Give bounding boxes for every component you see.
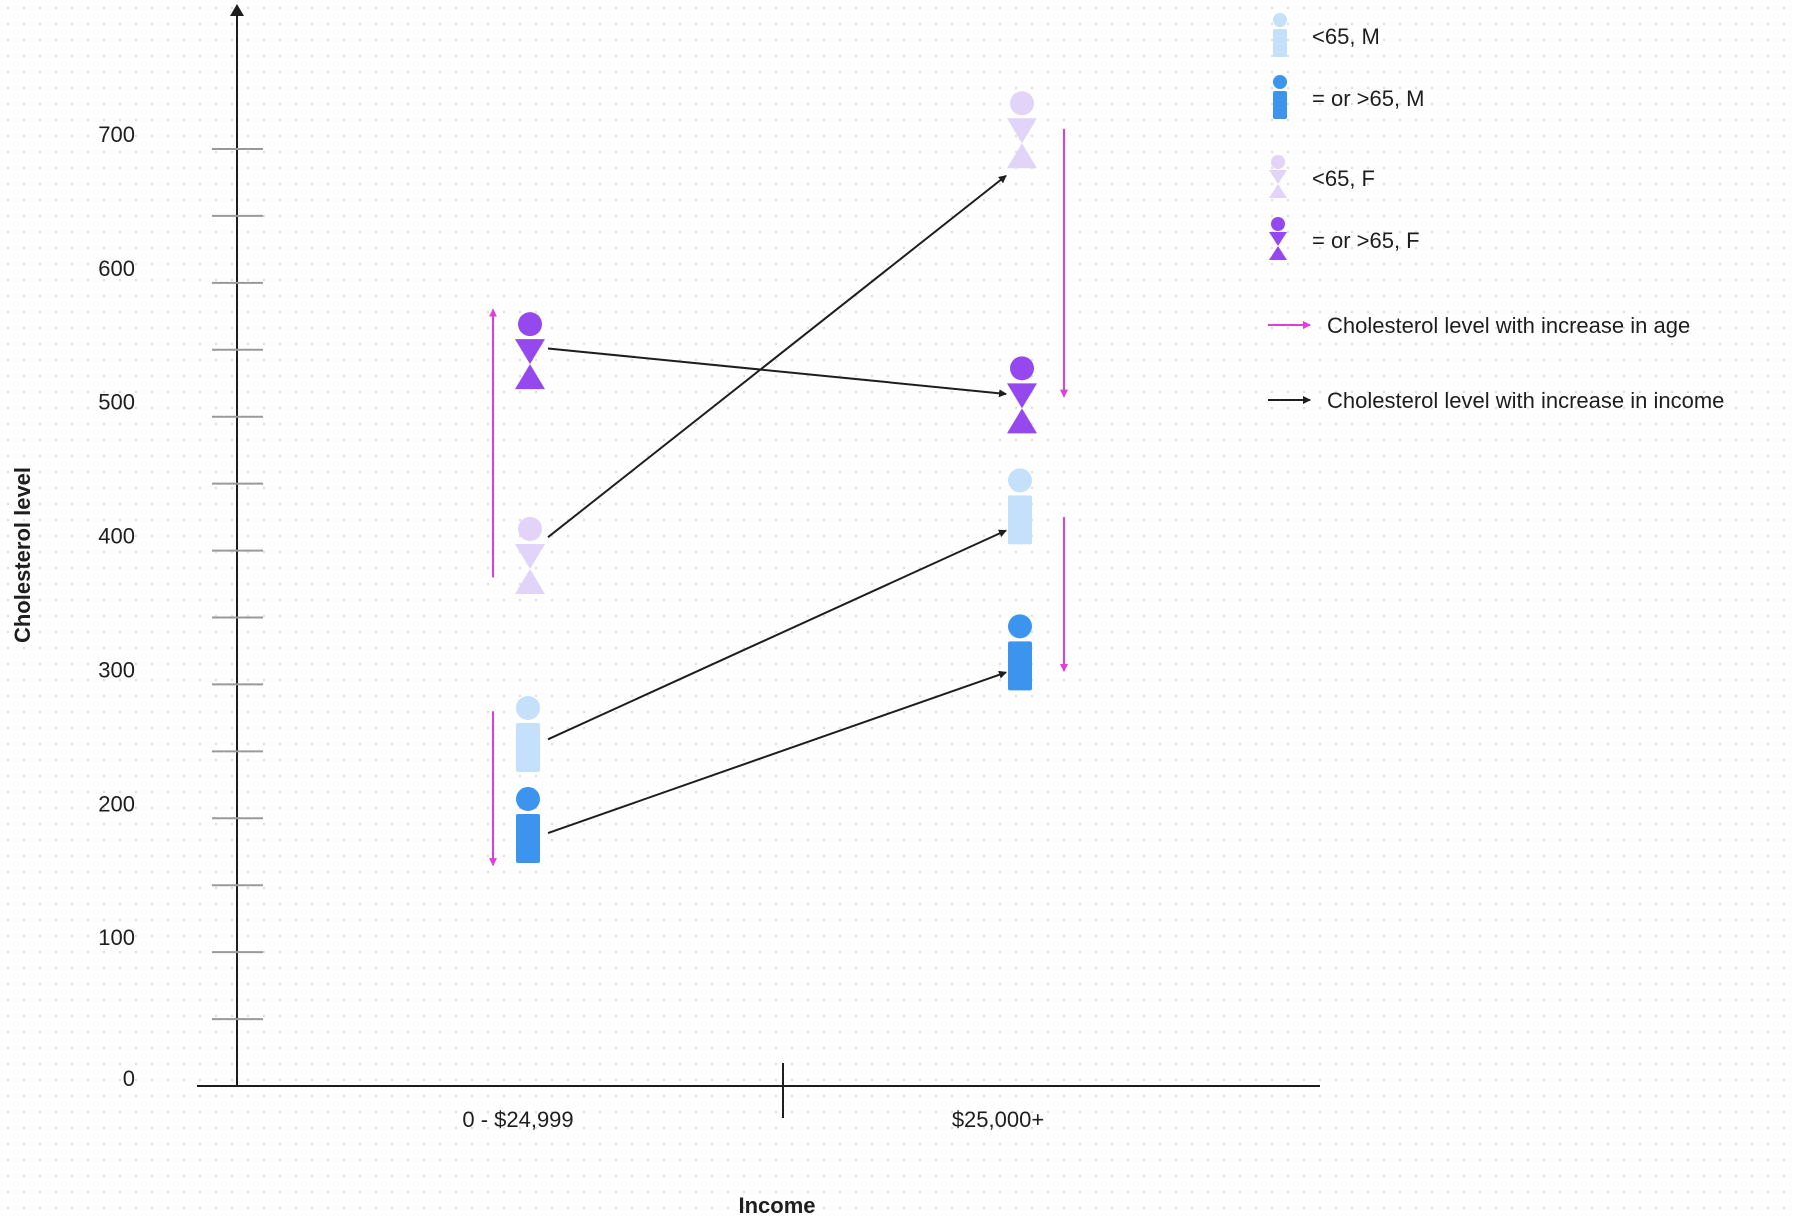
data-markers [515, 91, 1037, 863]
legend-male-icon [1273, 13, 1287, 57]
x-tick-labels: 0 - $24,999 $25,000+ [462, 1107, 1044, 1132]
legend-label: = or >65, M [1312, 86, 1425, 111]
legend-head [1271, 155, 1285, 169]
female-upper [1007, 383, 1037, 409]
y-minor-ticks [212, 148, 263, 1021]
male-head [516, 695, 540, 720]
female-head [1010, 356, 1034, 381]
y-tick-labels: 0 100 200 300 400 500 600 700 [98, 122, 135, 1091]
income-arrow [547, 670, 1007, 834]
legend-upper [1269, 232, 1287, 246]
male-body [516, 722, 540, 772]
male-body [1008, 641, 1032, 691]
female-head [518, 312, 542, 337]
y-tick-label: 400 [98, 524, 135, 549]
x-axis-label: Income [738, 1193, 815, 1218]
legend-label: <65, M [1312, 24, 1380, 49]
legend-head [1271, 217, 1285, 231]
legend-head [1273, 13, 1287, 27]
axes: 0 100 200 300 400 500 600 700 0 - $24,999 $25,00… [10, 4, 1320, 1218]
income-arrow [547, 174, 1007, 538]
y-axis-label: Cholesterol level [10, 467, 35, 643]
legend: <65, M = or >65, M <65, F = or >65, F Choles… [1268, 13, 1724, 413]
female-head [1010, 91, 1034, 116]
male-body [1008, 495, 1032, 545]
x-tick-label: $25,000+ [952, 1107, 1044, 1132]
y-tick-label: 300 [98, 657, 135, 682]
legend-body [1273, 29, 1287, 57]
income-arrow [547, 347, 1007, 398]
y-tick-label: 200 [98, 791, 135, 816]
age-arrows [489, 128, 1068, 867]
y-axis-arrowhead [230, 4, 244, 16]
data-point-male [1008, 468, 1032, 545]
male-body [516, 813, 540, 863]
data-point-female [1007, 356, 1037, 434]
data-point-female [1007, 91, 1037, 169]
legend-male-icon [1273, 75, 1287, 119]
legend-label: = or >65, F [1312, 228, 1420, 253]
legend-body [1273, 91, 1287, 119]
legend-female-icon [1269, 155, 1287, 198]
male-head [516, 786, 540, 811]
female-upper [515, 339, 545, 365]
female-lower [1007, 408, 1037, 434]
data-point-male [1008, 614, 1032, 691]
male-head [1008, 614, 1032, 639]
data-point-female [515, 312, 545, 390]
legend-lower [1269, 184, 1287, 198]
legend-label: <65, F [1312, 166, 1375, 191]
female-upper [1007, 118, 1037, 144]
data-point-male [516, 695, 540, 772]
income-arrows [547, 174, 1007, 834]
female-head [518, 516, 542, 541]
legend-female-icon [1269, 217, 1287, 260]
male-head [1008, 468, 1032, 493]
legend-upper [1269, 170, 1287, 184]
female-lower [1007, 143, 1037, 169]
legend-head [1273, 75, 1287, 89]
female-lower [515, 568, 545, 594]
x-tick-label: 0 - $24,999 [462, 1107, 573, 1132]
data-point-female [515, 516, 545, 594]
y-tick-label: 700 [98, 122, 135, 147]
legend-arrow-label: Cholesterol level with increase in age [1327, 313, 1690, 338]
y-tick-label: 600 [98, 256, 135, 281]
female-lower [515, 364, 545, 390]
female-upper [515, 543, 545, 569]
y-tick-label: 0 [123, 1066, 135, 1091]
y-tick-label: 500 [98, 390, 135, 415]
data-point-male [516, 786, 540, 863]
y-tick-label: 100 [98, 925, 135, 950]
legend-arrow-label: Cholesterol level with increase in incom… [1327, 388, 1724, 413]
income-arrow [547, 529, 1007, 741]
legend-lower [1269, 246, 1287, 260]
